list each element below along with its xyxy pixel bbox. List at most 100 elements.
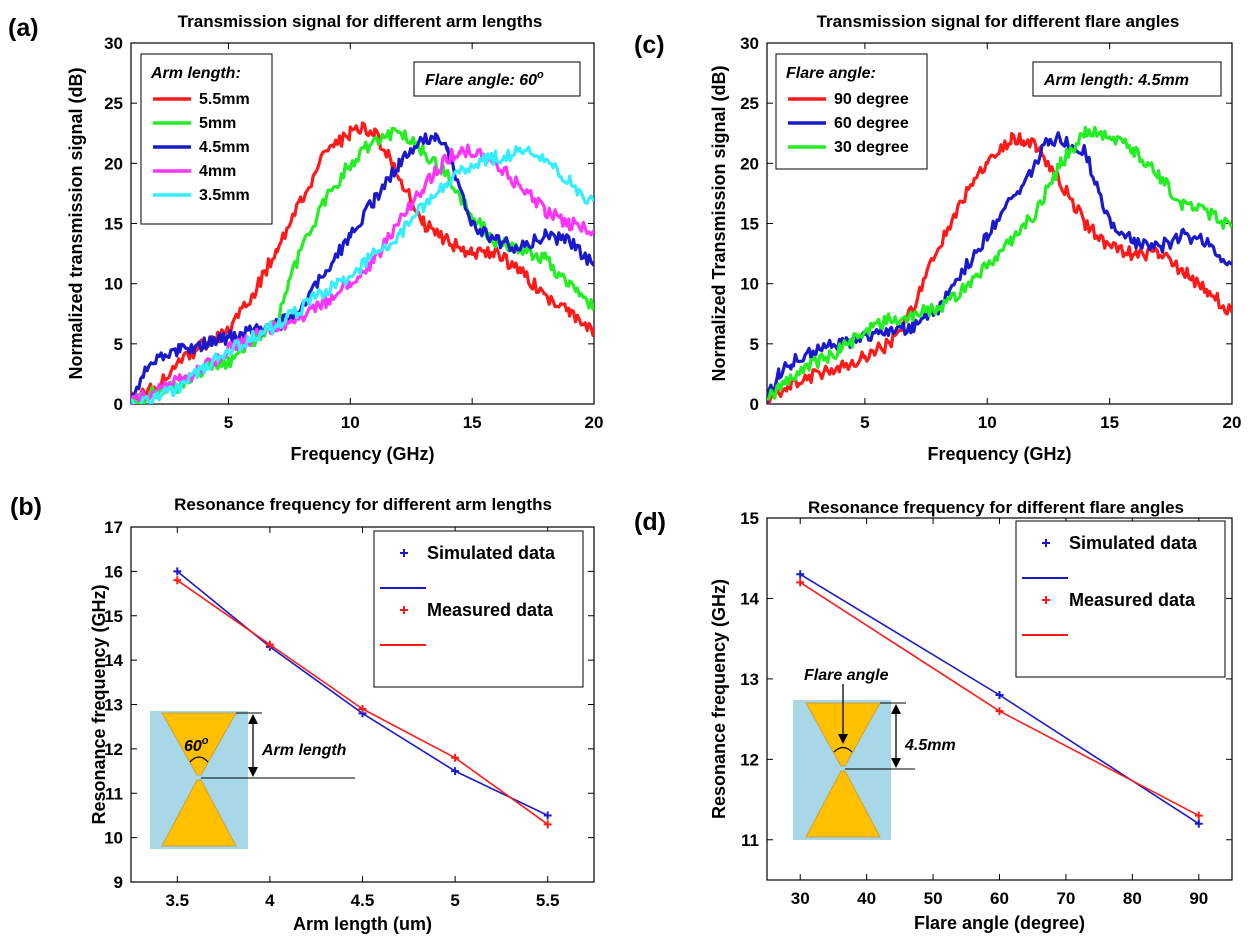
panel-label-a: (a) xyxy=(8,14,39,42)
x-tick-label: 15 xyxy=(1100,413,1119,432)
legend: Simulated data Measured data xyxy=(1015,520,1226,678)
chart-title: Transmission signal for different arm le… xyxy=(178,12,543,31)
x-axis-label: Arm length (um) xyxy=(293,914,432,934)
data-point-marker xyxy=(265,640,274,649)
arm-length-label: 4.5mm xyxy=(904,737,956,754)
x-tick-label: 10 xyxy=(341,413,360,432)
data-point-marker xyxy=(796,570,805,579)
arrow-down-icon xyxy=(891,758,901,768)
legend: Simulated data Measured data xyxy=(373,530,584,688)
bowtie-lower-arm xyxy=(805,770,881,838)
legend-marker xyxy=(1042,596,1050,604)
y-tick-label: 10 xyxy=(104,829,123,848)
legend-entry: 30 degree xyxy=(834,139,909,156)
bowtie-lower-arm xyxy=(161,779,237,847)
chart-transmission-flare-angles: 5 10 15 20 0 5 10 15 20 25 30 Transmission signal f… xyxy=(709,12,1241,464)
arm-length-label: Arm length xyxy=(261,742,347,759)
angle-label-sup: o xyxy=(202,735,209,747)
x-axis-label: Frequency (GHz) xyxy=(290,444,434,464)
arrow-down-icon xyxy=(838,734,848,744)
x-tick-label: 30 xyxy=(791,889,810,908)
x-tick-label: 50 xyxy=(924,889,943,908)
x-tick-label: 5.5 xyxy=(536,891,560,910)
y-axis-label: Resonance frequency (GHz) xyxy=(709,579,729,819)
legend-entry: 3.5mm xyxy=(199,187,250,204)
data-point-marker xyxy=(173,567,182,576)
y-tick-label: 13 xyxy=(104,696,123,715)
y-tick-label: 11 xyxy=(741,831,759,850)
legend-entry: Simulated data xyxy=(1069,533,1198,553)
y-tick-label: 15 xyxy=(104,215,123,234)
arm-length-note-text: Arm length: 4.5mm xyxy=(1043,72,1189,89)
y-tick-label: 30 xyxy=(740,34,759,53)
data-point-marker xyxy=(1194,811,1203,820)
series-group xyxy=(767,125,1232,404)
x-tick-label: 40 xyxy=(857,889,876,908)
x-tick-label: 10 xyxy=(978,413,997,432)
x-tick-label: 3.5 xyxy=(165,891,189,910)
series-group xyxy=(131,121,594,404)
legend-entry: Simulated data xyxy=(427,543,556,563)
chart-resonance-flare-angles: 30 40 50 60 70 80 90 11 12 13 14 15 Resonance freque… xyxy=(709,498,1233,933)
y-tick-label: 11 xyxy=(105,784,123,803)
chart-title: Resonance frequency for different arm le… xyxy=(174,495,552,514)
legend-entry: 4mm xyxy=(199,163,236,180)
legend-entry: Measured data xyxy=(1069,590,1196,610)
legend: Arm length: 5.5mm 5mm 4.5mm 4mm 3.5mm xyxy=(140,53,273,225)
series-line-90-degree xyxy=(767,131,1232,404)
flare-angle-note-a: Flare angle: 60o xyxy=(413,61,581,97)
data-point-marker xyxy=(995,690,1004,699)
y-tick-label: 10 xyxy=(104,275,123,294)
y-tick-label: 25 xyxy=(740,94,759,113)
legend-entry: 4.5mm xyxy=(199,139,250,156)
flare-angle-note-text: Flare angle: 60 xyxy=(425,72,537,89)
x-tick-label: 15 xyxy=(463,413,482,432)
x-tick-label: 80 xyxy=(1123,889,1142,908)
x-tick-label: 5 xyxy=(224,413,233,432)
x-tick-label: 20 xyxy=(1223,413,1242,432)
chart-transmission-arm-lengths: 5 10 15 20 0 5 10 15 20 25 30 Transmission signal f… xyxy=(66,12,603,464)
arrow-up-icon xyxy=(891,704,901,714)
y-tick-label: 12 xyxy=(104,740,123,759)
y-tick-label: 20 xyxy=(104,154,123,173)
data-point-marker xyxy=(995,707,1004,716)
arrow-up-icon xyxy=(248,714,258,724)
y-tick-label: 15 xyxy=(104,607,123,626)
x-tick-label: 90 xyxy=(1189,889,1208,908)
series-line-3.5mm xyxy=(131,145,594,404)
x-tick-label: 4 xyxy=(265,891,275,910)
legend-box xyxy=(373,530,584,688)
data-point-marker xyxy=(796,578,805,587)
panel-label-d: (d) xyxy=(634,508,666,536)
data-point-marker xyxy=(543,811,552,820)
x-tick-label: 5 xyxy=(450,891,459,910)
bowtie-inset-b: 60o Arm length xyxy=(150,711,355,849)
x-tick-label: 60 xyxy=(990,889,1009,908)
legend-marker xyxy=(400,549,408,557)
y-tick-label: 9 xyxy=(114,873,123,892)
series-group xyxy=(173,567,552,829)
series-line-4.5mm xyxy=(131,132,594,404)
y-tick-label: 30 xyxy=(104,34,123,53)
data-point-marker xyxy=(451,767,460,776)
bowtie-inset-d: Flare angle 4.5mm xyxy=(793,667,956,840)
legend-marker xyxy=(400,606,408,614)
legend-entry: 60 degree xyxy=(834,115,909,132)
data-point-marker xyxy=(451,753,460,762)
y-tick-label: 16 xyxy=(104,562,123,581)
y-tick-label: 15 xyxy=(740,509,759,528)
panel-label-b: (b) xyxy=(10,493,42,521)
y-tick-label: 14 xyxy=(740,589,759,608)
y-tick-label: 13 xyxy=(740,670,759,689)
legend-entry: 5.5mm xyxy=(199,91,250,108)
angle-arc-icon xyxy=(189,756,209,763)
y-tick-label: 0 xyxy=(114,395,123,414)
y-tick-label: 15 xyxy=(740,215,759,234)
legend-box xyxy=(775,53,928,170)
y-tick-label: 5 xyxy=(750,335,759,354)
y-tick-label: 5 xyxy=(114,335,123,354)
angle-label: 60 xyxy=(184,738,202,755)
legend: Flare angle: 90 degree 60 degree 30 degree xyxy=(775,53,928,170)
y-tick-label: 14 xyxy=(104,651,123,670)
